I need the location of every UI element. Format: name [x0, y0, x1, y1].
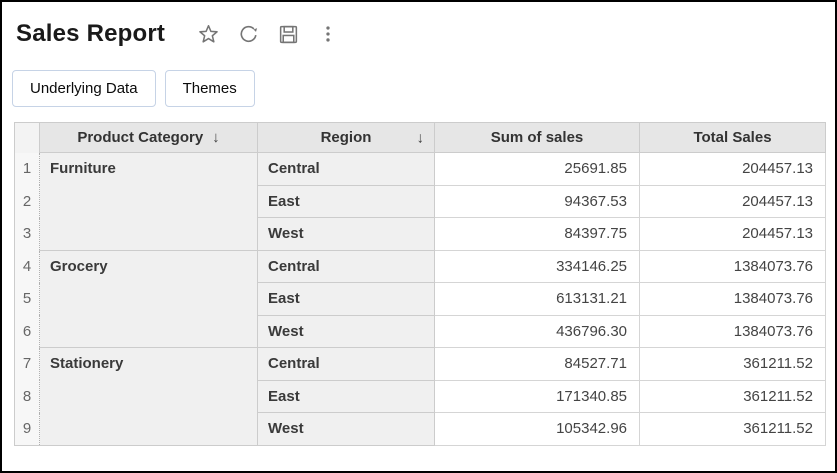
product-category-cell[interactable]: Furniture [39, 152, 258, 251]
row-number: 2 [14, 185, 40, 218]
column-header-region[interactable]: Region ↓ [257, 122, 435, 153]
table-row: 2 East 94367.53 204457.13 [14, 184, 826, 218]
total-sales-cell[interactable]: 204457.13 [639, 152, 826, 186]
themes-button[interactable]: Themes [164, 70, 255, 107]
region-cell[interactable]: East [257, 282, 435, 316]
save-icon[interactable] [275, 21, 301, 47]
total-sales-cell[interactable]: 204457.13 [639, 217, 826, 251]
sort-descending-icon[interactable]: ↓ [416, 129, 425, 146]
table-row: 5 East 613131.21 1384073.76 [14, 282, 826, 316]
column-header-sum-of-sales[interactable]: Sum of sales [434, 122, 640, 153]
table-row: 4 Grocery Central 334146.25 1384073.76 [14, 249, 826, 348]
total-sales-cell[interactable]: 361211.52 [639, 412, 826, 446]
row-number: 3 [14, 217, 40, 250]
table-row: 9 West 105342.96 361211.52 [14, 412, 826, 446]
product-category-cell[interactable]: Stationery [39, 347, 258, 446]
table-row: 7 Stationery Central 84527.71 361211.52 [14, 347, 826, 446]
row-number-header [14, 122, 40, 153]
row-number: 9 [14, 412, 40, 445]
more-options-icon[interactable] [315, 21, 341, 47]
title-bar: Sales Report [2, 2, 835, 50]
sum-of-sales-cell[interactable]: 84397.75 [434, 217, 640, 251]
region-cell[interactable]: West [257, 217, 435, 251]
region-cell[interactable]: East [257, 379, 435, 413]
sum-of-sales-cell[interactable]: 171340.85 [434, 379, 640, 413]
refresh-icon[interactable] [235, 21, 261, 47]
total-sales-cell[interactable]: 1384073.76 [639, 314, 826, 348]
sum-of-sales-cell[interactable]: 25691.85 [434, 152, 640, 186]
total-sales-cell[interactable]: 361211.52 [639, 379, 826, 413]
region-cell[interactable]: Central [257, 152, 435, 186]
table-row: 3 West 84397.75 204457.13 [14, 217, 826, 251]
row-number: 6 [14, 315, 40, 348]
sort-descending-icon[interactable]: ↓ [212, 129, 220, 146]
pivot-table-container: Product Category ↓ Region ↓ Sum of sales T… [14, 122, 835, 446]
product-category-cell[interactable]: Grocery [39, 249, 258, 348]
product-category-header-label: Product Category [77, 129, 204, 146]
row-number: 4 [14, 250, 40, 283]
sum-of-sales-header-label: Sum of sales [490, 129, 584, 146]
sum-of-sales-cell[interactable]: 94367.53 [434, 184, 640, 218]
table-body: 1 Furniture Central 25691.85 204457.13 2 East 9… [14, 152, 826, 446]
total-sales-cell[interactable]: 361211.52 [639, 347, 826, 381]
total-sales-cell[interactable]: 204457.13 [639, 184, 826, 218]
underlying-data-button[interactable]: Underlying Data [12, 70, 156, 107]
row-number: 8 [14, 380, 40, 413]
column-header-product-category[interactable]: Product Category ↓ [39, 122, 258, 153]
total-sales-cell[interactable]: 1384073.76 [639, 282, 826, 316]
table-header-row: Product Category ↓ Region ↓ Sum of sales T… [14, 122, 826, 153]
region-header-label: Region [320, 129, 372, 146]
region-cell[interactable]: West [257, 314, 435, 348]
region-cell[interactable]: East [257, 184, 435, 218]
region-cell[interactable]: Central [257, 347, 435, 381]
region-cell[interactable]: West [257, 412, 435, 446]
sum-of-sales-cell[interactable]: 105342.96 [434, 412, 640, 446]
row-number: 1 [14, 152, 40, 185]
table-row: 6 West 436796.30 1384073.76 [14, 314, 826, 348]
table-row: 1 Furniture Central 25691.85 204457.13 [14, 152, 826, 251]
total-sales-header-label: Total Sales [693, 129, 772, 146]
region-cell[interactable]: Central [257, 249, 435, 283]
pivot-table: Product Category ↓ Region ↓ Sum of sales T… [14, 122, 826, 446]
star-icon[interactable] [195, 21, 221, 47]
sum-of-sales-cell[interactable]: 84527.71 [434, 347, 640, 381]
page-title: Sales Report [16, 20, 166, 47]
sum-of-sales-cell[interactable]: 613131.21 [434, 282, 640, 316]
sum-of-sales-cell[interactable]: 436796.30 [434, 314, 640, 348]
title-icon-row [195, 21, 341, 47]
total-sales-cell[interactable]: 1384073.76 [639, 249, 826, 283]
column-header-total-sales[interactable]: Total Sales [639, 122, 826, 153]
toolbar: Underlying Data Themes [12, 70, 835, 107]
sum-of-sales-cell[interactable]: 334146.25 [434, 249, 640, 283]
row-number: 7 [14, 347, 40, 380]
table-row: 8 East 171340.85 361211.52 [14, 379, 826, 413]
row-number: 5 [14, 282, 40, 315]
